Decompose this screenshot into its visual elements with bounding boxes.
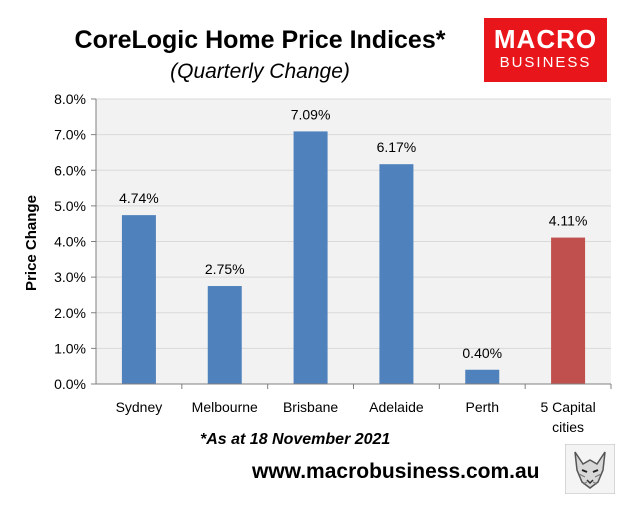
bar-data-label: 4.11% xyxy=(549,213,588,229)
macrobusiness-logo: MACRO BUSINESS xyxy=(484,18,607,82)
bars xyxy=(121,131,586,384)
y-tick-label: 0.0% xyxy=(54,376,86,392)
x-tick-label: Adelaide xyxy=(369,399,424,415)
y-tick-label: 6.0% xyxy=(54,162,86,178)
x-tick-label: Sydney xyxy=(116,399,163,415)
x-tick-label: Perth xyxy=(466,399,499,415)
bar-data-label: 7.09% xyxy=(291,106,331,122)
wolf-logo-icon xyxy=(565,444,615,494)
y-tick-label: 5.0% xyxy=(54,198,86,214)
website-url[interactable]: www.macrobusiness.com.au xyxy=(252,460,540,483)
bar xyxy=(551,237,586,384)
bar xyxy=(207,286,242,384)
bar-data-label: 0.40% xyxy=(462,345,502,361)
bar-data-labels: 4.74% 2.75% 7.09% 6.17% 0.40% 4.11% xyxy=(119,106,587,360)
chart-subtitle: (Quarterly Change) xyxy=(170,60,350,83)
y-tick-label: 1.0% xyxy=(54,340,86,356)
bar xyxy=(465,369,500,384)
y-tick-label: 4.0% xyxy=(54,234,86,250)
x-axis-labels: Sydney Melbourne Brisbane Adelaide Perth 5 Ca… xyxy=(116,384,612,435)
y-axis-ticks: 0.0% 1.0% 2.0% 3.0% 4.0% 5.0% 6.0% 7.0% 8.0% xyxy=(54,91,96,392)
gridlines xyxy=(96,98,611,349)
y-tick-label: 2.0% xyxy=(54,305,86,321)
bar xyxy=(121,215,156,384)
bar-data-label: 6.17% xyxy=(377,139,417,155)
x-tick-label: cities xyxy=(552,419,584,435)
y-axis-title: Price Change xyxy=(23,195,40,291)
logo-line-1: MACRO xyxy=(493,24,598,54)
bar-data-label: 2.75% xyxy=(205,261,245,277)
y-tick-label: 7.0% xyxy=(54,127,86,143)
y-tick-label: 3.0% xyxy=(54,269,86,285)
bar xyxy=(293,131,328,384)
x-tick-label: Melbourne xyxy=(192,399,258,415)
bar-data-label: 4.74% xyxy=(119,190,159,206)
bar xyxy=(379,164,414,384)
chart-title: CoreLogic Home Price Indices* xyxy=(74,26,446,54)
y-tick-label: 8.0% xyxy=(54,91,86,107)
x-tick-label: 5 Capital xyxy=(540,399,595,415)
x-tick-label: Brisbane xyxy=(283,399,338,415)
footnote: *As at 18 November 2021 xyxy=(200,431,391,448)
logo-line-2: BUSINESS xyxy=(499,54,592,71)
